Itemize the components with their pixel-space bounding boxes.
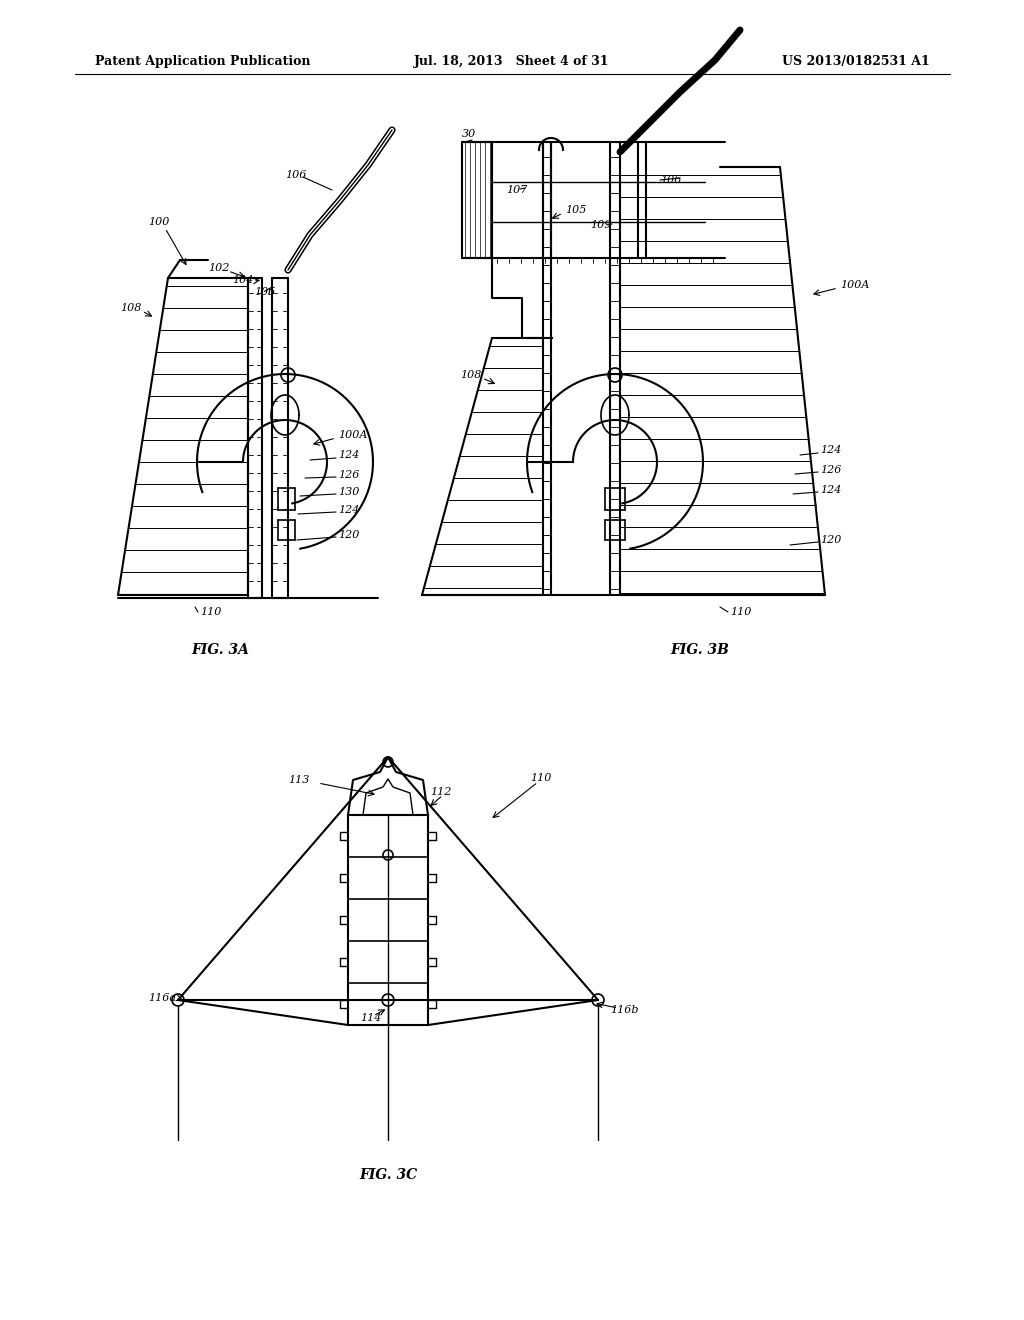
Text: 126: 126 — [820, 465, 842, 475]
Text: FIG. 3A: FIG. 3A — [191, 643, 249, 657]
Text: 108: 108 — [460, 370, 481, 380]
Text: FIG. 3C: FIG. 3C — [359, 1168, 417, 1181]
Text: 124: 124 — [338, 506, 359, 515]
Text: 110: 110 — [530, 774, 551, 783]
Text: 130: 130 — [338, 487, 359, 498]
Text: Jul. 18, 2013   Sheet 4 of 31: Jul. 18, 2013 Sheet 4 of 31 — [415, 55, 609, 69]
Text: 124: 124 — [820, 445, 842, 455]
Text: 120: 120 — [820, 535, 842, 545]
Text: 124: 124 — [338, 450, 359, 459]
Text: 116b: 116b — [610, 1005, 639, 1015]
Text: 102: 102 — [208, 263, 229, 273]
Text: 114: 114 — [360, 1012, 381, 1023]
Text: 116a: 116a — [148, 993, 176, 1003]
Text: 106: 106 — [285, 170, 306, 180]
Text: 100A: 100A — [840, 280, 869, 290]
Text: 105: 105 — [254, 286, 275, 297]
Text: 100A: 100A — [338, 430, 368, 440]
Text: 104: 104 — [232, 275, 253, 285]
Text: 109: 109 — [590, 220, 611, 230]
Text: 110: 110 — [730, 607, 752, 616]
Text: 124: 124 — [820, 484, 842, 495]
Text: US 2013/0182531 A1: US 2013/0182531 A1 — [782, 55, 930, 69]
Text: 107: 107 — [506, 185, 527, 195]
Text: 108: 108 — [120, 304, 141, 313]
Text: 112: 112 — [430, 787, 452, 797]
Text: Patent Application Publication: Patent Application Publication — [95, 55, 310, 69]
Text: 105: 105 — [565, 205, 587, 215]
Text: 126: 126 — [338, 470, 359, 480]
Text: 106: 106 — [660, 176, 681, 185]
Text: 120: 120 — [338, 531, 359, 540]
Text: 30: 30 — [462, 129, 476, 139]
Text: 100: 100 — [148, 216, 169, 227]
Text: FIG. 3B: FIG. 3B — [671, 643, 729, 657]
Text: 113: 113 — [289, 775, 310, 785]
Text: 110: 110 — [200, 607, 221, 616]
